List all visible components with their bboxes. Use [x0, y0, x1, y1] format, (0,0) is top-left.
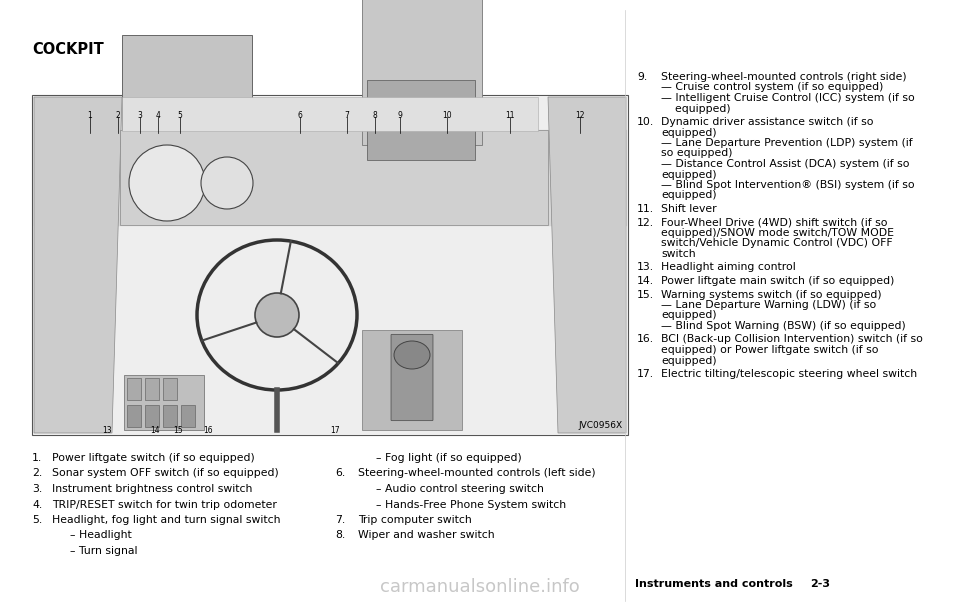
Bar — [163, 378, 177, 400]
Text: 17.: 17. — [637, 369, 654, 379]
Text: equipped): equipped) — [661, 310, 716, 321]
Text: 7: 7 — [345, 111, 349, 120]
Text: carmanualsonline.info: carmanualsonline.info — [380, 578, 580, 596]
Bar — [163, 405, 177, 427]
Text: Four-Wheel Drive (4WD) shift switch (if so: Four-Wheel Drive (4WD) shift switch (if … — [661, 218, 887, 227]
Text: 16.: 16. — [637, 334, 654, 345]
Text: 11: 11 — [505, 111, 515, 120]
Text: Headlight aiming control: Headlight aiming control — [661, 263, 796, 273]
Text: 1: 1 — [87, 111, 92, 120]
Text: equipped): equipped) — [661, 128, 716, 137]
Text: so equipped): so equipped) — [661, 148, 732, 158]
Ellipse shape — [255, 293, 299, 337]
Text: 15.: 15. — [637, 290, 654, 299]
Text: – Headlight: – Headlight — [70, 530, 132, 541]
Polygon shape — [34, 97, 122, 433]
Text: Warning systems switch (if so equipped): Warning systems switch (if so equipped) — [661, 290, 881, 299]
Text: 5.: 5. — [32, 515, 42, 525]
Text: – Hands-Free Phone System switch: – Hands-Free Phone System switch — [376, 500, 566, 510]
Text: Power liftgate switch (if so equipped): Power liftgate switch (if so equipped) — [52, 453, 254, 463]
Text: Headlight, fog light and turn signal switch: Headlight, fog light and turn signal swi… — [52, 515, 280, 525]
FancyBboxPatch shape — [391, 334, 433, 420]
Text: 8.: 8. — [335, 530, 346, 541]
Text: 3: 3 — [137, 111, 142, 120]
Text: 2: 2 — [115, 111, 120, 120]
Text: 11.: 11. — [637, 204, 654, 214]
Text: COCKPIT: COCKPIT — [32, 42, 104, 57]
Text: 17: 17 — [330, 426, 340, 435]
Bar — [145, 405, 159, 427]
Text: Electric tilting/telescopic steering wheel switch: Electric tilting/telescopic steering whe… — [661, 369, 917, 379]
Text: — Intelligent Cruise Control (ICC) system (if so: — Intelligent Cruise Control (ICC) syste… — [661, 93, 915, 103]
Text: 7.: 7. — [335, 515, 346, 525]
Text: 10.: 10. — [637, 117, 655, 127]
Text: Instruments and controls: Instruments and controls — [635, 579, 793, 589]
Text: TRIP/RESET switch for twin trip odometer: TRIP/RESET switch for twin trip odometer — [52, 500, 276, 510]
Text: 5: 5 — [178, 111, 182, 120]
Bar — [127, 405, 141, 427]
Bar — [127, 378, 141, 400]
Text: — Cruise control system (if so equipped): — Cruise control system (if so equipped) — [661, 82, 883, 92]
Text: 9: 9 — [397, 111, 402, 120]
Text: 3.: 3. — [32, 484, 42, 494]
Bar — [145, 378, 159, 400]
Bar — [124, 375, 204, 430]
Text: equipped): equipped) — [661, 169, 716, 180]
Text: 12: 12 — [575, 111, 585, 120]
Text: equipped) or Power liftgate switch (if so: equipped) or Power liftgate switch (if s… — [661, 345, 878, 355]
Bar — [181, 405, 195, 427]
Ellipse shape — [129, 145, 205, 221]
Text: — Blind Spot Warning (BSW) (if so equipped): — Blind Spot Warning (BSW) (if so equipp… — [661, 321, 905, 331]
Text: Trip computer switch: Trip computer switch — [358, 515, 471, 525]
Text: — Distance Control Assist (DCA) system (if so: — Distance Control Assist (DCA) system (… — [661, 159, 909, 169]
Text: 2-3: 2-3 — [810, 579, 830, 589]
Text: equipped): equipped) — [661, 103, 731, 114]
Text: BCI (Back-up Collision Intervention) switch (if so: BCI (Back-up Collision Intervention) swi… — [661, 334, 923, 345]
Text: — Blind Spot Intervention® (BSI) system (if so: — Blind Spot Intervention® (BSI) system … — [661, 180, 915, 190]
Text: JVC0956X: JVC0956X — [579, 421, 623, 430]
Text: switch/Vehicle Dynamic Control (VDC) OFF: switch/Vehicle Dynamic Control (VDC) OFF — [661, 238, 893, 249]
Text: 10: 10 — [443, 111, 452, 120]
Text: Shift lever: Shift lever — [661, 204, 716, 214]
Text: 4: 4 — [156, 111, 160, 120]
Text: 14.: 14. — [637, 276, 654, 286]
Text: 9.: 9. — [637, 72, 647, 82]
Text: Dynamic driver assistance switch (if so: Dynamic driver assistance switch (if so — [661, 117, 874, 127]
Text: – Audio control steering switch: – Audio control steering switch — [376, 484, 544, 494]
Text: Steering-wheel-mounted controls (right side): Steering-wheel-mounted controls (right s… — [661, 72, 906, 82]
Text: 4.: 4. — [32, 500, 42, 510]
Text: – Turn signal: – Turn signal — [70, 546, 137, 556]
Text: — Lane Departure Prevention (LDP) system (if: — Lane Departure Prevention (LDP) system… — [661, 138, 913, 148]
Text: — Lane Departure Warning (LDW) (if so: — Lane Departure Warning (LDW) (if so — [661, 300, 876, 310]
Text: 1.: 1. — [32, 453, 42, 463]
Polygon shape — [122, 97, 538, 131]
Text: 6.: 6. — [335, 469, 346, 478]
Text: Sonar system OFF switch (if so equipped): Sonar system OFF switch (if so equipped) — [52, 469, 278, 478]
Text: 12.: 12. — [637, 218, 654, 227]
Text: 2.: 2. — [32, 469, 42, 478]
Ellipse shape — [394, 341, 430, 369]
Text: – Fog light (if so equipped): – Fog light (if so equipped) — [376, 453, 521, 463]
Text: Instrument brightness control switch: Instrument brightness control switch — [52, 484, 252, 494]
Text: 6: 6 — [298, 111, 302, 120]
Text: equipped): equipped) — [661, 356, 716, 365]
Text: Steering-wheel-mounted controls (left side): Steering-wheel-mounted controls (left si… — [358, 469, 595, 478]
Text: 16: 16 — [204, 426, 213, 435]
Text: equipped): equipped) — [661, 191, 716, 200]
Polygon shape — [548, 97, 626, 433]
Text: 15: 15 — [173, 426, 182, 435]
Ellipse shape — [201, 157, 253, 209]
Text: 13.: 13. — [637, 263, 654, 273]
Text: equipped)/SNOW mode switch/TOW MODE: equipped)/SNOW mode switch/TOW MODE — [661, 228, 894, 238]
Text: 13: 13 — [102, 426, 111, 435]
Text: Power liftgate main switch (if so equipped): Power liftgate main switch (if so equipp… — [661, 276, 895, 286]
Text: Wiper and washer switch: Wiper and washer switch — [358, 530, 494, 541]
Text: 8: 8 — [372, 111, 377, 120]
Text: 14: 14 — [150, 426, 159, 435]
Text: switch: switch — [661, 249, 696, 259]
